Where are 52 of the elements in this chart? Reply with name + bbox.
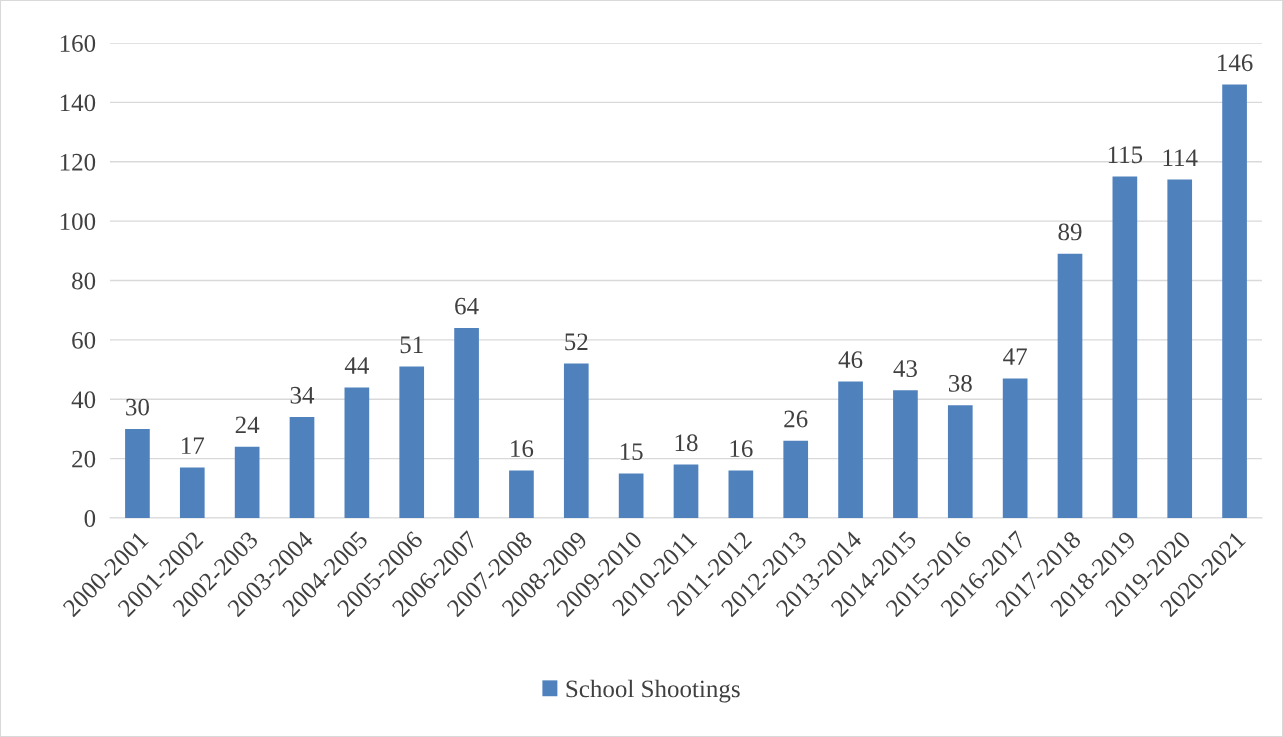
data-label: 46	[838, 351, 863, 369]
bar	[344, 387, 370, 518]
data-label: 16	[511, 440, 534, 458]
bar	[125, 428, 150, 518]
y-tick-label: 40	[71, 391, 96, 409]
data-label: 16	[730, 440, 753, 458]
bar	[618, 473, 644, 518]
data-label: 114	[1163, 149, 1198, 166]
bar	[1167, 179, 1193, 518]
bar	[673, 464, 699, 518]
bar	[399, 366, 425, 518]
bar	[509, 470, 534, 518]
data-label: 64	[455, 297, 479, 315]
y-tick-label: 100	[60, 213, 96, 231]
data-label: 38	[948, 374, 972, 392]
data-label: 15	[620, 443, 643, 461]
bar	[728, 470, 754, 518]
bar	[838, 381, 863, 518]
bar	[947, 405, 973, 518]
legend-label: School Shootings	[566, 679, 740, 703]
data-label: 51	[400, 336, 423, 354]
data-label: 89	[1058, 223, 1082, 241]
bar	[454, 328, 479, 518]
y-tick-label: 80	[72, 272, 96, 290]
data-label: 24	[235, 416, 260, 434]
bar	[563, 363, 589, 518]
data-label: 30	[126, 398, 149, 416]
data-label: 43	[893, 360, 917, 377]
bar	[783, 440, 809, 518]
data-label: 34	[290, 386, 315, 404]
data-label: 47	[1003, 348, 1027, 365]
bar	[1222, 84, 1247, 518]
data-label: 44	[344, 357, 369, 374]
data-label: 26	[784, 410, 808, 428]
bar	[1112, 176, 1138, 518]
bar	[179, 467, 205, 518]
y-tick-label: 60	[72, 331, 96, 349]
y-tick-label: 160	[60, 35, 96, 52]
bar	[234, 446, 260, 518]
data-label: 115	[1108, 146, 1143, 164]
data-label: 146	[1218, 54, 1253, 72]
bar	[289, 417, 315, 518]
bar	[893, 390, 918, 518]
y-tick-label: 20	[72, 450, 96, 468]
y-tick-label: 0	[84, 510, 96, 527]
y-tick-label: 120	[60, 153, 96, 171]
data-label: 17	[181, 437, 205, 454]
y-tick-label: 140	[60, 94, 96, 112]
bar	[1057, 253, 1083, 518]
data-label: 18	[675, 434, 698, 452]
bar	[1002, 378, 1028, 518]
data-label: 52	[565, 333, 588, 351]
